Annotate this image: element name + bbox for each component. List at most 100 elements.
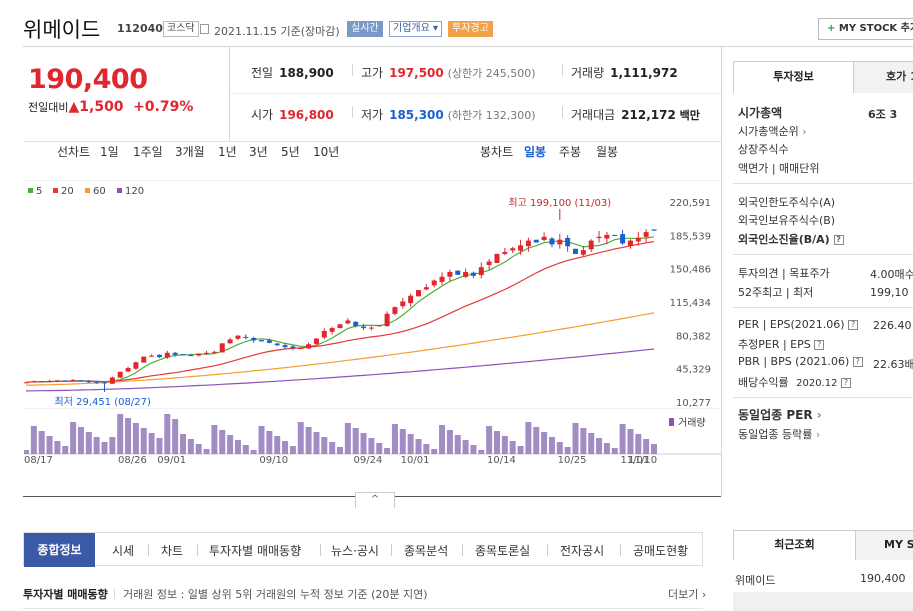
more-label: 더보기 <box>668 588 699 601</box>
volume-bar <box>344 423 351 454</box>
tab-3m[interactable]: 3개월 <box>175 145 205 159</box>
candle-body <box>470 272 476 276</box>
tab-daily[interactable]: 일봉 <box>524 145 547 159</box>
candle-body <box>541 236 547 240</box>
x-tick-label: 11/01 <box>620 455 650 466</box>
candle-body <box>518 245 524 251</box>
stock-name: 위메이드 <box>23 18 101 42</box>
high-value: 197,500 <box>389 66 444 80</box>
volume-bar <box>227 435 234 454</box>
plus-icon: + <box>827 23 836 34</box>
candle-body <box>392 307 398 314</box>
est-per-label: 추정PER | EPS <box>738 338 811 351</box>
tab-1y[interactable]: 1년 <box>218 145 237 159</box>
volume-bar <box>219 430 226 454</box>
candle-body <box>588 240 594 250</box>
help-icon[interactable]: ? <box>840 378 851 388</box>
volume-bar <box>70 422 77 454</box>
w52-value: 199,10 <box>870 286 909 299</box>
chart-toggle-button[interactable]: ^ <box>355 492 395 508</box>
investment-warning-badge: 투자경고 <box>448 21 493 37</box>
tab-news[interactable]: 뉴스·공시 <box>331 544 379 558</box>
change-percent: +0.79% <box>133 99 194 115</box>
candle-body <box>494 253 500 264</box>
tab-forum[interactable]: 종목토론실 <box>475 544 531 558</box>
tab-weekly[interactable]: 주봉 <box>559 145 582 159</box>
open-value: 196,800 <box>279 108 334 122</box>
candle-body <box>329 328 335 332</box>
volume-bar <box>234 440 241 454</box>
volume-bar <box>140 428 147 454</box>
volume-bar <box>187 439 194 454</box>
per-eps-label: PER | EPS(2021.06) <box>738 318 845 331</box>
candle-body <box>416 290 421 297</box>
tab-disclosure[interactable]: 전자공시 <box>560 544 605 558</box>
volume-bar <box>439 425 446 454</box>
help-icon[interactable]: ? <box>833 235 844 245</box>
tab-1w[interactable]: 1주일 <box>133 145 163 159</box>
tab-3y[interactable]: 3년 <box>249 145 268 159</box>
peer-rate[interactable]: 동일업종 등락률 › <box>738 426 820 442</box>
candle-body <box>266 340 272 343</box>
peer-per[interactable]: 동일업종 PER › <box>738 406 822 423</box>
volume-chart: 거래량 <box>24 408 721 455</box>
tab-analysis[interactable]: 종목분석 <box>404 544 449 558</box>
x-tick-label: 10/25 <box>557 455 587 466</box>
price-chart[interactable]: 5 20 60 120 220,591 185,539 150,486 115,434 80,3… <box>24 180 721 408</box>
candle-body <box>180 354 186 356</box>
volume-bar <box>62 446 69 454</box>
open-label: 시가 <box>251 108 274 122</box>
candle-body <box>573 248 578 254</box>
volume-bar <box>282 441 289 454</box>
tab-chart[interactable]: 차트 <box>161 544 184 558</box>
candle-body <box>31 381 37 383</box>
section-description: 거래원 정보 : 일별 상위 5위 거래원의 누적 정보 기준 (20분 지연) <box>123 588 428 601</box>
candle-body <box>353 321 359 327</box>
candle-chart-label: 봉차트 <box>480 145 514 159</box>
tab-orderbook[interactable]: 호가 1 <box>854 62 913 93</box>
tab-quotes[interactable]: 시세 <box>112 544 135 558</box>
dividend-label: 배당수익률 <box>738 376 789 389</box>
candle-body <box>54 380 60 382</box>
help-icon[interactable]: ? <box>848 320 859 330</box>
volume-bar <box>250 450 257 454</box>
tab-recent[interactable]: 최근조회 <box>734 531 856 560</box>
chevron-down-icon: ▾ <box>433 23 439 34</box>
recent-stock-name[interactable]: 위메이드 <box>735 574 776 587</box>
volume-bar <box>494 431 500 454</box>
tab-investor-trend[interactable]: 투자자별 매매동향 <box>209 544 302 558</box>
candle-body <box>596 236 602 239</box>
y-tick-label: 45,329 <box>676 365 711 376</box>
volume-bar <box>172 419 179 454</box>
face-value-label: 액면가 | 매매단위 <box>738 162 820 175</box>
tab-short-selling[interactable]: 공매도현황 <box>633 544 689 558</box>
volume-bar <box>533 427 540 454</box>
help-icon[interactable]: ? <box>852 357 863 367</box>
price-change: 전일대비▲1,500 +0.79% <box>28 99 193 115</box>
listed-shares-label: 상장주식수 <box>738 143 789 156</box>
tab-summary[interactable]: 종합정보 <box>24 533 95 567</box>
candle-body <box>62 380 68 382</box>
candle-body <box>384 313 390 327</box>
realtime-button[interactable]: 실시간 <box>347 21 383 37</box>
ma-line-120 <box>25 348 655 392</box>
candle-body <box>620 234 626 244</box>
tab-10y[interactable]: 10년 <box>313 145 340 159</box>
candle-body <box>423 287 429 290</box>
tab-investment-info[interactable]: 투자정보 <box>734 62 854 93</box>
tab-5y[interactable]: 5년 <box>281 145 300 159</box>
candle-body <box>612 234 618 236</box>
tab-1d[interactable]: 1일 <box>100 145 119 159</box>
add-mystock-button[interactable]: + MY STOCK 추가 <box>818 18 913 40</box>
volume-bar <box>156 438 163 454</box>
company-overview-dropdown[interactable]: 기업개요 ▾ <box>389 21 443 37</box>
more-link[interactable]: 더보기 › <box>668 586 706 602</box>
tab-mystock[interactable]: MY ST <box>856 531 913 560</box>
help-icon[interactable]: ? <box>814 340 825 350</box>
tab-monthly[interactable]: 월봉 <box>596 145 619 159</box>
volume-bar <box>446 430 453 454</box>
volume-bar <box>391 424 398 454</box>
volume-bar <box>423 444 430 454</box>
volume-bar <box>125 418 132 454</box>
candle-body <box>188 355 194 357</box>
